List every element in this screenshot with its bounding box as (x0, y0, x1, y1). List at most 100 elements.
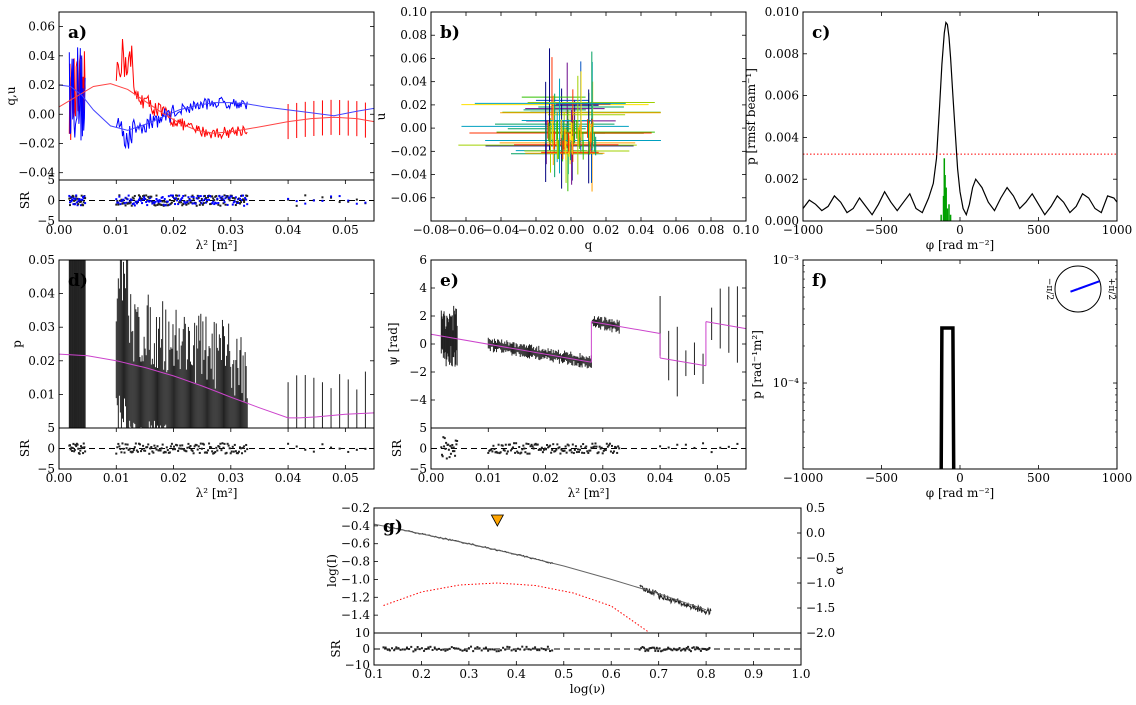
residual-point (563, 449, 566, 452)
residual-point (243, 201, 246, 204)
y-tick-label-a: 0.02 (28, 78, 55, 92)
residual-point (448, 456, 451, 459)
x-tick-label-f: 1000 (1102, 471, 1133, 485)
residual-point (484, 646, 487, 649)
residual-point (163, 200, 166, 203)
residual-point (490, 448, 493, 451)
residual-point (557, 447, 560, 450)
residual-point (542, 648, 545, 651)
residual-point (535, 443, 538, 446)
residual-point-u (135, 202, 138, 205)
residual-point (450, 446, 453, 449)
residual-point (507, 443, 510, 446)
residual-point (581, 451, 584, 454)
residual-point-u (203, 198, 206, 201)
residual-point (162, 451, 165, 454)
residual-point (508, 646, 511, 649)
residual-point (321, 196, 324, 199)
x-tick-label-d_sr: 0.03 (217, 471, 244, 485)
residual-point (159, 203, 162, 206)
residual-point (605, 442, 608, 445)
residual-point (480, 649, 483, 652)
residual-point (523, 648, 526, 651)
residual-point (482, 647, 485, 650)
residual-point (523, 447, 526, 450)
residual-point (141, 448, 144, 451)
residual-point (163, 450, 166, 453)
residual-point (175, 194, 178, 197)
residual-point-u (128, 200, 131, 203)
inset-plus-label: +π/2 (1106, 278, 1116, 300)
y-tick-label-c: 0.006 (765, 89, 799, 103)
residual-point (156, 445, 159, 448)
residual-point-u (212, 200, 215, 203)
residual-point-u (230, 195, 233, 198)
residual-point (75, 195, 78, 198)
residual-point (408, 648, 411, 651)
residual-point (500, 444, 503, 447)
residual-point-u (338, 195, 341, 198)
residual-point (553, 450, 556, 453)
x-tick-label-g_sr: 1.0 (791, 667, 810, 681)
residual-point (427, 646, 430, 649)
residual-point (220, 196, 223, 199)
residual-point (174, 198, 177, 201)
residual-point (121, 442, 124, 445)
residual-point (449, 444, 452, 447)
residual-point (657, 650, 660, 653)
phase-vector-tail (1070, 288, 1079, 293)
residual-point (156, 203, 159, 206)
residual-point (116, 446, 119, 449)
residual-point-u (221, 195, 224, 198)
residual-point (687, 645, 690, 648)
residual-point (546, 444, 549, 447)
y-tick-label-b: 0.10 (400, 5, 427, 19)
residual-point (391, 647, 394, 650)
residual-point (397, 647, 400, 650)
residual-point (151, 450, 154, 453)
residual-point (118, 445, 121, 448)
residual-point (84, 450, 87, 453)
residual-point-u (234, 196, 237, 199)
residual-point (181, 444, 184, 447)
residual-point-u (241, 199, 244, 202)
residual-point (231, 197, 234, 200)
y-tick-label-a: 0.00 (28, 107, 55, 121)
residual-point (161, 443, 164, 446)
residual-point (188, 198, 191, 201)
residual-point (536, 649, 539, 652)
residual-point (221, 442, 224, 445)
residual-point (304, 194, 307, 197)
residual-point (124, 443, 127, 446)
panel-label-a: a) (68, 23, 87, 43)
x-tick-label-c: 0 (956, 223, 964, 237)
y-tick-label-e_sr: −5 (409, 462, 427, 476)
residual-point (176, 444, 179, 447)
y2-tick-label-g: −0.5 (806, 551, 835, 565)
residual-point (456, 439, 459, 442)
residual-point (173, 200, 176, 203)
y-tick-label-d: 0.05 (28, 253, 55, 267)
residual-point (454, 439, 457, 442)
residual-point (164, 451, 167, 454)
residual-point (211, 195, 214, 198)
x-tick-label-d_sr: 0.01 (103, 471, 130, 485)
x-tick-label-b: −0.04 (483, 223, 520, 237)
x-tick-label-e_sr: 0.02 (532, 471, 559, 485)
residual-point (566, 443, 569, 446)
residual-point (672, 647, 675, 650)
residual-point (538, 649, 541, 652)
residual-point (128, 202, 131, 205)
residual-point (540, 446, 543, 449)
residual-point (364, 447, 367, 450)
residual-point (562, 450, 565, 453)
residual-point (197, 445, 200, 448)
residual-point (540, 647, 543, 650)
residual-point (217, 445, 220, 448)
residual-point-u (163, 198, 166, 201)
residual-point (531, 445, 534, 448)
residual-point (499, 649, 502, 652)
residual-point (127, 448, 130, 451)
model-fdf-line (939, 326, 956, 470)
residual-point (330, 196, 333, 199)
